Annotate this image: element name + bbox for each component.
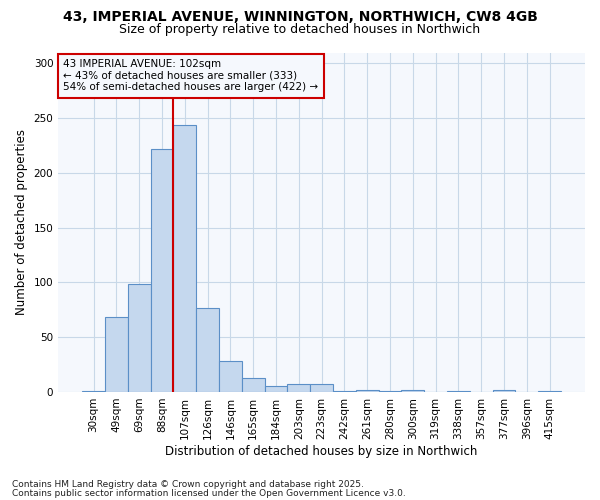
Bar [538,391,561,392]
Bar [151,149,173,392]
Bar [447,391,470,392]
Text: 43 IMPERIAL AVENUE: 102sqm
← 43% of detached houses are smaller (333)
54% of sem: 43 IMPERIAL AVENUE: 102sqm ← 43% of deta… [64,60,319,92]
Bar [128,284,151,392]
Text: 43, IMPERIAL AVENUE, WINNINGTON, NORTHWICH, CW8 4GB: 43, IMPERIAL AVENUE, WINNINGTON, NORTHWI… [62,10,538,24]
Bar [219,362,242,392]
Bar [287,384,310,392]
Bar [310,384,333,392]
Bar [265,386,287,392]
Bar [242,378,265,392]
Bar [196,308,219,392]
Text: Contains HM Land Registry data © Crown copyright and database right 2025.: Contains HM Land Registry data © Crown c… [12,480,364,489]
Bar [379,391,401,392]
Bar [105,318,128,392]
Bar [173,125,196,392]
Bar [333,391,356,392]
Y-axis label: Number of detached properties: Number of detached properties [15,129,28,315]
Bar [493,390,515,392]
X-axis label: Distribution of detached houses by size in Northwich: Distribution of detached houses by size … [166,444,478,458]
Bar [356,390,379,392]
Bar [401,390,424,392]
Bar [82,391,105,392]
Text: Size of property relative to detached houses in Northwich: Size of property relative to detached ho… [119,22,481,36]
Text: Contains public sector information licensed under the Open Government Licence v3: Contains public sector information licen… [12,488,406,498]
